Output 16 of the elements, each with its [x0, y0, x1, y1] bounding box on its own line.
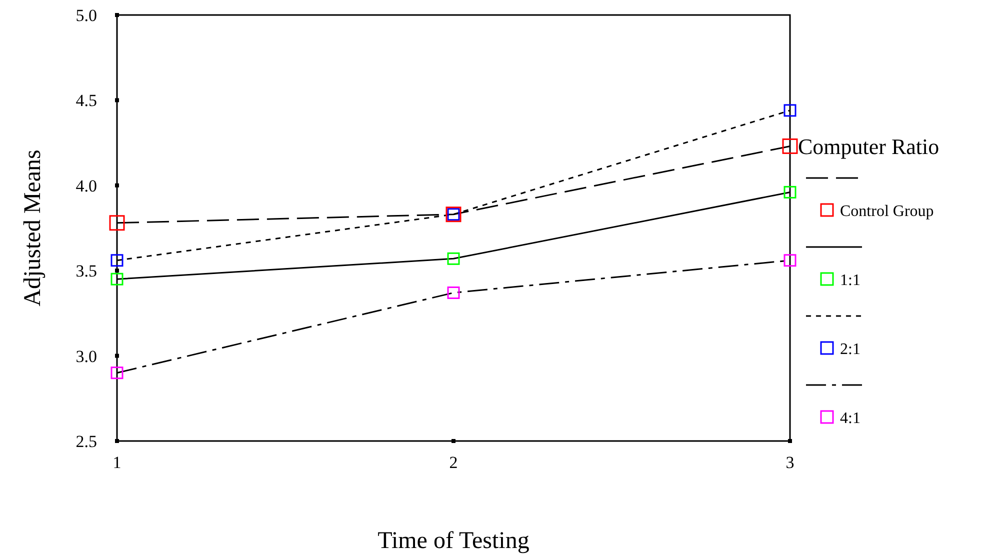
y-tick-label: 2.5	[76, 432, 97, 451]
legend-label: 4:1	[840, 410, 860, 427]
y-tick-label: 5.0	[76, 6, 97, 25]
y-tick-label: 3.0	[76, 346, 97, 366]
x-tick-label: 1	[112, 453, 122, 472]
y-tick-label: 4.0	[76, 176, 97, 196]
legend-label: 1:1	[840, 272, 860, 289]
legend-label: 2:1	[840, 341, 860, 358]
y-tick-label: 4.5	[76, 91, 97, 110]
legend-title: Computer Ratio	[798, 134, 940, 159]
y-axis-title: Adjusted Means	[20, 150, 46, 306]
y-tick-label: 3.5	[76, 262, 97, 281]
x-axis-title: Time of Testing	[378, 528, 530, 554]
x-tick-label: 3	[786, 453, 794, 472]
x-tick-label: 2	[449, 453, 458, 472]
legend-label: Control Group	[840, 203, 934, 220]
